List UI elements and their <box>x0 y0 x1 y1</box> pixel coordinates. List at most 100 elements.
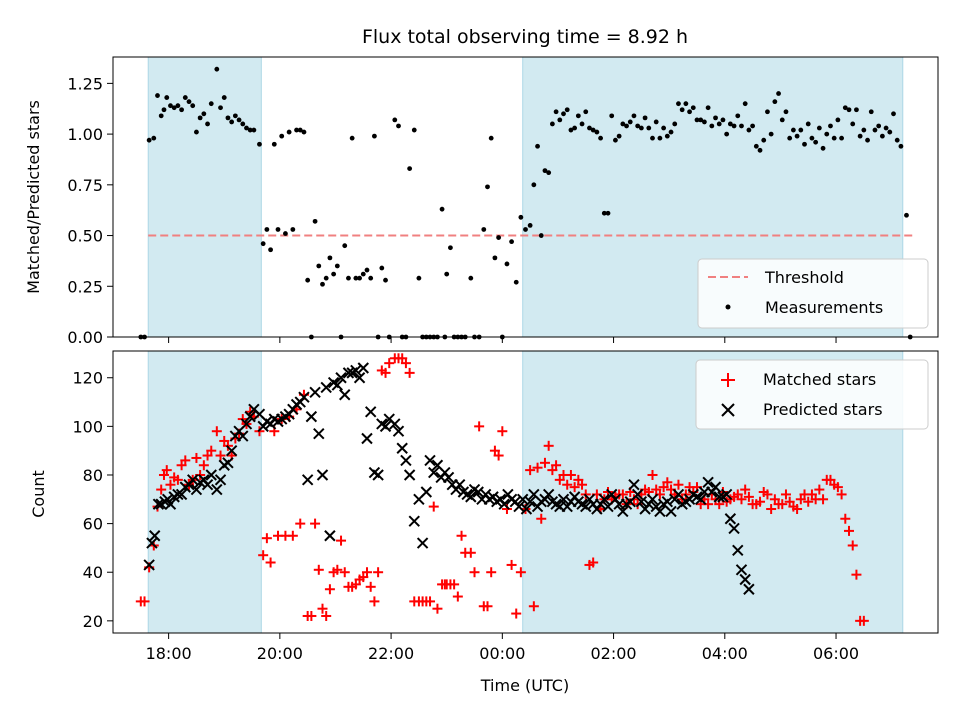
matched-star-point <box>847 540 858 551</box>
measurement-point <box>846 107 852 113</box>
predicted-star-point <box>205 469 217 481</box>
matched-star-point <box>780 489 791 500</box>
predicted-star-point <box>517 493 529 506</box>
predicted-star-point <box>298 391 310 403</box>
matched-star-point <box>306 610 317 621</box>
x-tick-label: 18:00 <box>146 644 192 663</box>
measurement-point <box>746 127 752 133</box>
measurement-point <box>609 113 615 119</box>
predicted-star-point <box>580 500 592 513</box>
measurement-point <box>790 127 796 133</box>
predicted-star-point <box>389 418 401 430</box>
measurement-point <box>898 143 904 149</box>
predicted-star-point <box>364 406 377 418</box>
predicted-star-point <box>513 500 525 513</box>
matched-star-point <box>287 530 298 541</box>
matched-star-point <box>565 469 576 480</box>
predicted-star-point <box>320 381 332 394</box>
measurement-point <box>765 109 770 115</box>
measurement-point <box>323 275 329 281</box>
measurement-point <box>283 231 288 236</box>
matched-star-point <box>486 567 497 578</box>
matched-star-point <box>762 489 773 500</box>
bottom-y-tick-label: 120 <box>72 369 103 388</box>
matched-star-point <box>536 513 547 524</box>
matched-star-point <box>404 367 415 378</box>
measurement-point <box>761 137 767 143</box>
top-y-tick-label: 0.75 <box>67 176 103 195</box>
measurement-point <box>820 145 826 151</box>
predicted-star-point <box>305 410 318 423</box>
chart-title: Flux total observing time = 8.92 h <box>362 26 688 48</box>
top-panel: 0.00 0.25 0.50 0.75 1.00 1.25 Matched/Predict… <box>24 56 939 347</box>
measurement-point <box>594 129 600 135</box>
measurement-point <box>557 117 563 123</box>
predicted-star-point <box>149 530 161 542</box>
matched-star-point <box>662 477 673 488</box>
measurement-point <box>650 135 655 141</box>
measurement-point <box>601 210 607 216</box>
matched-star-point <box>755 496 766 507</box>
measurement-point <box>294 127 299 133</box>
matched-star-point <box>261 533 272 544</box>
matched-star-point <box>588 557 599 568</box>
predicted-star-point <box>357 362 369 374</box>
matched-star-point <box>198 460 209 471</box>
matched-star-point <box>740 484 751 495</box>
measurement-point <box>802 141 807 147</box>
measurement-point <box>616 133 622 139</box>
measurement-point <box>264 227 270 232</box>
predicted-star-point <box>403 469 416 481</box>
predicted-star-point <box>396 442 408 454</box>
measurement-point <box>240 121 246 127</box>
measurement-point <box>709 123 715 129</box>
measurement-point <box>724 131 730 137</box>
measurement-point <box>546 170 552 176</box>
x-tick-label: 06:00 <box>813 644 859 663</box>
measurement-point <box>742 101 748 107</box>
predicted-star-point <box>353 372 366 384</box>
measurement-point <box>257 141 262 147</box>
matched-star-point <box>449 579 460 590</box>
x-tick-label: 22:00 <box>368 644 414 663</box>
predicted-star-point <box>342 367 355 379</box>
measurement-point <box>798 127 804 133</box>
predicted-star-point <box>240 418 253 430</box>
measurement-point <box>702 119 707 125</box>
predicted-star-point <box>557 493 570 506</box>
matched-star-point <box>456 530 467 541</box>
matched-star-point <box>814 484 825 495</box>
measurement-point <box>186 99 192 105</box>
measurement-point <box>158 113 164 119</box>
measurement-point <box>197 115 203 121</box>
matched-star-point <box>832 482 843 493</box>
measurement-point <box>171 105 177 111</box>
measurement-point <box>251 127 257 133</box>
bottom-y-tick-label: 20 <box>83 612 103 631</box>
measurement-point <box>364 267 370 273</box>
bottom-y-axis-label: Count <box>29 470 48 518</box>
predicted-star-point <box>143 559 155 571</box>
matched-star-point <box>373 567 384 578</box>
measurement-point <box>805 121 811 127</box>
predicted-star-point <box>743 583 755 595</box>
predicted-star-point <box>498 498 510 510</box>
measurement-point <box>275 227 281 232</box>
bottom-legend-box <box>695 359 929 430</box>
top-y-tick-label: 0.25 <box>67 277 103 296</box>
predicted-star-point <box>631 488 644 501</box>
measurement-point <box>357 275 362 281</box>
matched-star-point <box>191 452 202 463</box>
measurement-point <box>664 133 670 139</box>
measurement-point <box>327 255 333 261</box>
measurement-point <box>531 182 537 188</box>
measurement-point <box>513 279 519 285</box>
measurement-point <box>735 113 741 119</box>
measurement-point <box>690 105 696 111</box>
predicted-star-point <box>739 573 751 586</box>
measurement-point <box>523 227 528 232</box>
measurement-point <box>753 143 759 149</box>
matched-star-point <box>321 610 332 621</box>
measurement-point <box>334 263 340 269</box>
measurement-point <box>698 117 704 123</box>
